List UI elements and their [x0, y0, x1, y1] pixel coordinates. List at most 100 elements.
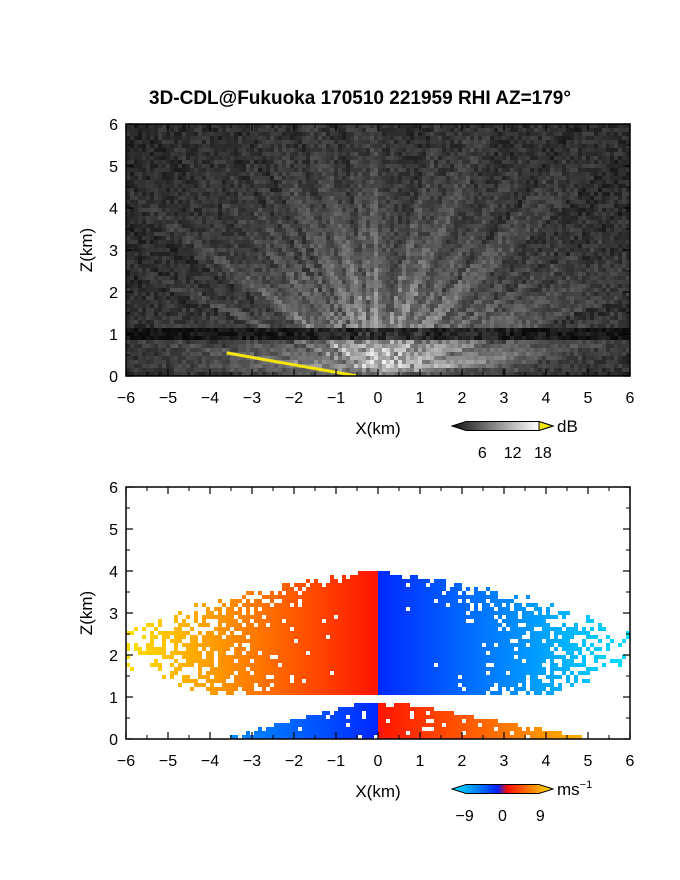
intensity-cell [286, 152, 290, 156]
intensity-cell [386, 248, 390, 252]
intensity-cell [374, 188, 378, 192]
intensity-cell [542, 200, 546, 204]
intensity-cell [574, 172, 578, 176]
intensity-cell [254, 260, 258, 264]
intensity-cell [490, 216, 494, 220]
intensity-cell [550, 168, 554, 172]
intensity-cell [554, 180, 558, 184]
intensity-cell [210, 164, 214, 168]
intensity-cell [206, 156, 210, 160]
intensity-cell [450, 176, 454, 180]
intensity-cell [258, 264, 262, 268]
intensity-cell [498, 140, 502, 144]
intensity-cell [262, 172, 266, 176]
intensity-cell [222, 260, 226, 264]
intensity-cell [526, 264, 530, 268]
intensity-cell [370, 232, 374, 236]
intensity-cell [162, 124, 166, 128]
intensity-cell [566, 224, 570, 228]
intensity-cell [138, 248, 142, 252]
intensity-cell [282, 156, 286, 160]
intensity-cell [298, 160, 302, 164]
intensity-cell [570, 172, 574, 176]
intensity-cell [418, 240, 422, 244]
intensity-cell [610, 188, 614, 192]
intensity-cell [522, 172, 526, 176]
intensity-cell [606, 180, 610, 184]
intensity-cell [222, 192, 226, 196]
intensity-cell [246, 132, 250, 136]
intensity-cell [170, 176, 174, 180]
intensity-cell [570, 228, 574, 232]
intensity-cell [354, 272, 358, 276]
intensity-cell [362, 144, 366, 148]
intensity-cell [266, 140, 270, 144]
intensity-cell [258, 144, 262, 148]
intensity-cell [258, 248, 262, 252]
intensity-cell [614, 192, 618, 196]
intensity-cell [382, 168, 386, 172]
intensity-cell [282, 212, 286, 216]
intensity-cell [402, 268, 406, 272]
intensity-cell [414, 192, 418, 196]
intensity-cell [422, 224, 426, 228]
intensity-cell [498, 240, 502, 244]
intensity-cell [378, 224, 382, 228]
intensity-cell [214, 276, 218, 280]
intensity-cell [470, 224, 474, 228]
intensity-cell [570, 264, 574, 268]
intensity-cell [518, 156, 522, 160]
intensity-cell [602, 148, 606, 152]
intensity-cell [238, 240, 242, 244]
intensity-cell [462, 176, 466, 180]
intensity-cell [498, 236, 502, 240]
intensity-cell [466, 276, 470, 280]
intensity-cell [154, 152, 158, 156]
intensity-cell [162, 192, 166, 196]
intensity-cell [606, 192, 610, 196]
intensity-cell [366, 216, 370, 220]
intensity-cell [166, 164, 170, 168]
intensity-cell [450, 200, 454, 204]
intensity-cell [546, 180, 550, 184]
intensity-cell [350, 260, 354, 264]
intensity-cell [458, 212, 462, 216]
intensity-cell [342, 200, 346, 204]
intensity-cell [258, 128, 262, 132]
intensity-cell [298, 176, 302, 180]
intensity-cell [514, 160, 518, 164]
intensity-cell [578, 156, 582, 160]
intensity-cell [582, 256, 586, 260]
intensity-cell [242, 256, 246, 260]
intensity-cell [470, 152, 474, 156]
intensity-cell [142, 212, 146, 216]
intensity-cell [330, 172, 334, 176]
intensity-cell [542, 164, 546, 168]
intensity-cell [282, 152, 286, 156]
intensity-cell [178, 156, 182, 160]
intensity-cell [270, 128, 274, 132]
intensity-cell [302, 144, 306, 148]
intensity-cell [386, 260, 390, 264]
intensity-cell [522, 268, 526, 272]
intensity-cell [382, 228, 386, 232]
intensity-cell [282, 168, 286, 172]
intensity-cell [178, 144, 182, 148]
intensity-cell [410, 180, 414, 184]
intensity-cell [490, 140, 494, 144]
intensity-cell [206, 128, 210, 132]
intensity-cell [162, 176, 166, 180]
intensity-cell [598, 176, 602, 180]
intensity-cell [462, 152, 466, 156]
intensity-cell [170, 232, 174, 236]
intensity-cell [542, 140, 546, 144]
intensity-cell [310, 228, 314, 232]
intensity-cell [174, 208, 178, 212]
intensity-cell [474, 200, 478, 204]
intensity-cell [434, 128, 438, 132]
intensity-cell [410, 128, 414, 132]
intensity-cell [334, 180, 338, 184]
intensity-cell [126, 244, 130, 248]
intensity-cell [590, 152, 594, 156]
intensity-cell [270, 248, 274, 252]
